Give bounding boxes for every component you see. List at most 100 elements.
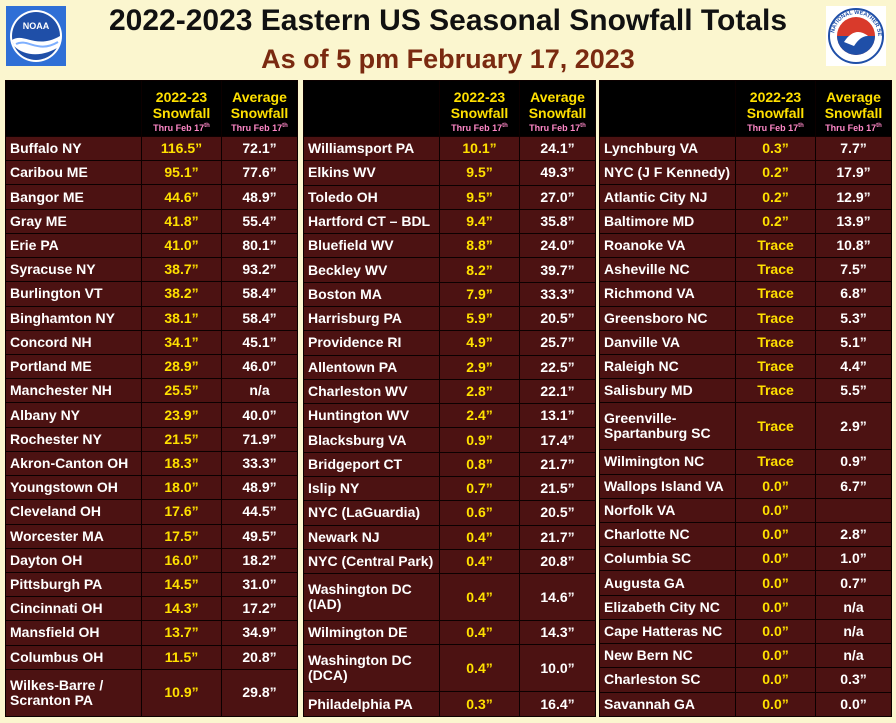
city-name: Buffalo NY: [5, 135, 142, 162]
city-name: Williamsport PA: [303, 135, 440, 162]
city-name: Toledo OH: [303, 184, 440, 210]
header-current-line1: 2022-23: [453, 89, 506, 105]
city-name: Raleigh NC: [599, 353, 736, 380]
average-snowfall: 16.4”: [519, 691, 596, 717]
average-snowfall: 6.7”: [815, 473, 892, 499]
average-snowfall: 31.0”: [221, 571, 298, 598]
table-row: Buffalo NY 116.5” 72.1”: [5, 135, 298, 162]
header-average-sub: Thru Feb 17th: [223, 121, 297, 136]
header-current-sub-suffix: th: [204, 123, 210, 129]
city-name: Harrisburg PA: [303, 305, 440, 332]
average-snowfall: 0.9”: [815, 449, 892, 475]
city-name: Greensboro NC: [599, 305, 736, 331]
current-snowfall: Trace: [735, 232, 816, 259]
city-name: New Bern NC: [599, 643, 736, 669]
city-name: Savannah GA: [599, 691, 736, 718]
current-snowfall: 14.3”: [141, 596, 222, 622]
average-snowfall: 22.5”: [519, 354, 596, 380]
table-row: Roanoke VA Trace 10.8”: [599, 232, 892, 259]
city-name: Worcester MA: [5, 523, 142, 549]
current-snowfall: 0.0”: [735, 497, 816, 524]
city-name: Youngstown OH: [5, 475, 142, 501]
city-name: Charlotte NC: [599, 521, 736, 548]
header-current-sub: Thru Feb 17th: [737, 121, 815, 136]
current-snowfall: 0.3”: [735, 135, 816, 162]
city-name: Albany NY: [5, 402, 142, 428]
table-header-row: 2022-23 Snowfall Thru Feb 17th Average Snowf…: [599, 80, 892, 137]
current-snowfall: 41.8”: [141, 208, 222, 234]
city-name: Wilmington DE: [303, 620, 440, 646]
header-current-sub-suffix: th: [798, 123, 804, 129]
current-snowfall: 10.9”: [141, 668, 222, 718]
city-name: Newark NJ: [303, 524, 440, 550]
average-snowfall: 17.9”: [815, 160, 892, 186]
average-snowfall: 29.8”: [221, 668, 298, 718]
header-current-snowfall: 2022-23 Snowfall Thru Feb 17th: [141, 80, 222, 137]
current-snowfall: 10.1”: [439, 135, 520, 162]
average-snowfall: 22.1”: [519, 378, 596, 405]
header-average-sub-text: Thru Feb 17: [529, 123, 581, 133]
table-row: Erie PA 41.0” 80.1”: [5, 232, 298, 259]
current-snowfall: 2.8”: [439, 378, 520, 405]
city-name: Bluefield WV: [303, 233, 440, 259]
current-snowfall: 0.2”: [735, 208, 816, 234]
average-snowfall: [815, 497, 892, 524]
header-average-line2: Snowfall: [230, 105, 289, 121]
table-row: Toledo OH 9.5” 27.0”: [303, 184, 596, 210]
city-name: Columbia SC: [599, 546, 736, 572]
table-row: Elizabeth City NC 0.0” n/a: [599, 594, 892, 620]
city-name: Providence RI: [303, 330, 440, 356]
header-average-line1: Average: [530, 89, 585, 105]
current-snowfall: 0.0”: [735, 691, 816, 718]
city-name: Akron-Canton OH: [5, 450, 142, 477]
table-row: Concord NH 34.1” 45.1”: [5, 329, 298, 355]
header-current-line1: 2022-23: [155, 89, 208, 105]
city-name: Cincinnati OH: [5, 596, 142, 622]
table-row: Asheville NC Trace 7.5”: [599, 257, 892, 283]
header-current-line2: Snowfall: [450, 105, 509, 121]
table-row: Huntington WV 2.4” 13.1”: [303, 403, 596, 429]
average-snowfall: 7.5”: [815, 257, 892, 283]
average-snowfall: 4.4”: [815, 353, 892, 380]
city-name: Lynchburg VA: [599, 135, 736, 162]
table-row: Boston MA 7.9” 33.3”: [303, 281, 596, 307]
current-snowfall: 8.2”: [439, 257, 520, 283]
average-snowfall: 17.2”: [221, 596, 298, 622]
average-snowfall: 21.7”: [519, 451, 596, 477]
average-snowfall: 77.6”: [221, 160, 298, 186]
table-row: Allentown PA 2.9” 22.5”: [303, 354, 596, 380]
city-name: Asheville NC: [599, 257, 736, 283]
header-current-sub-text: Thru Feb 17: [153, 123, 205, 133]
table-row: Charleston WV 2.8” 22.1”: [303, 378, 596, 405]
current-snowfall: 0.9”: [439, 427, 520, 453]
city-name: Greenville-Spartanburg SC: [599, 402, 736, 451]
current-snowfall: 116.5”: [141, 135, 222, 162]
table-row: Greensboro NC Trace 5.3”: [599, 305, 892, 331]
city-name: Hartford CT – BDL: [303, 208, 440, 235]
table-row: Greenville-Spartanburg SC Trace 2.9”: [599, 402, 892, 451]
header-average-line2: Snowfall: [824, 105, 883, 121]
snowfall-table-1: 2022-23 Snowfall Thru Feb 17th Average Snowf…: [5, 80, 298, 718]
table-row: Albany NY 23.9” 40.0”: [5, 402, 298, 428]
average-snowfall: 14.6”: [519, 573, 596, 622]
current-snowfall: 38.7”: [141, 257, 222, 283]
average-snowfall: 0.3”: [815, 667, 892, 693]
average-snowfall: 40.0”: [221, 402, 298, 428]
header-average-sub-text: Thru Feb 17: [231, 123, 283, 133]
average-snowfall: 21.5”: [519, 475, 596, 502]
table-row: Islip NY 0.7” 21.5”: [303, 475, 596, 502]
header-average-line1: Average: [826, 89, 881, 105]
current-snowfall: 23.9”: [141, 402, 222, 428]
current-snowfall: 13.7”: [141, 620, 222, 646]
current-snowfall: 8.8”: [439, 233, 520, 259]
header-average-line2: Snowfall: [528, 105, 587, 121]
header-current-line2: Snowfall: [746, 105, 805, 121]
table-row: Bridgeport CT 0.8” 21.7”: [303, 451, 596, 477]
current-snowfall: 9.5”: [439, 184, 520, 210]
city-name: Columbus OH: [5, 644, 142, 670]
current-snowfall: 16.0”: [141, 547, 222, 573]
header-average-sub: Thru Feb 17th: [521, 121, 595, 136]
city-name: Charleston WV: [303, 378, 440, 405]
page-subtitle: As of 5 pm February 17, 2023: [261, 44, 635, 74]
table-row: Richmond VA Trace 6.8”: [599, 281, 892, 307]
